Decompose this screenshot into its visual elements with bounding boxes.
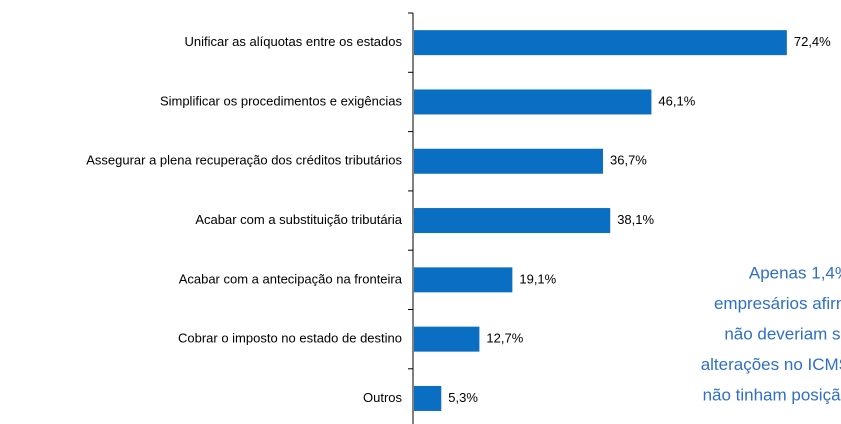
category-label: Acabar com a substituição tributária — [195, 212, 402, 227]
value-label: 12,7% — [486, 331, 523, 346]
value-label: 19,1% — [519, 271, 556, 286]
annotation-line: alterações no ICMS — [701, 355, 841, 374]
annotation-line: empresários afirm — [714, 294, 841, 313]
category-label: Acabar com a antecipação na fronteira — [179, 271, 403, 286]
annotation-line: Apenas 1,4% — [749, 263, 841, 282]
bar — [414, 326, 480, 352]
value-label: 72,4% — [794, 34, 831, 49]
category-label: Cobrar o imposto no estado de destino — [178, 331, 402, 346]
bar — [414, 208, 611, 234]
value-label: 36,7% — [610, 153, 647, 168]
annotation-line: não deveriam se — [724, 324, 841, 343]
value-label: 5,3% — [448, 390, 478, 405]
category-label: Outros — [363, 390, 403, 405]
bar — [414, 148, 604, 174]
bar — [414, 89, 652, 115]
value-label: 38,1% — [617, 212, 654, 227]
category-label: Simplificar os procedimentos e exigência… — [160, 93, 403, 108]
category-label: Assegurar a plena recuperação dos crédit… — [86, 153, 402, 168]
annotation-line: não tinham posição — [703, 385, 841, 404]
bar — [414, 385, 442, 411]
bar — [414, 30, 787, 56]
bar — [414, 267, 513, 293]
category-label: Unificar as alíquotas entre os estados — [184, 34, 402, 49]
value-label: 46,1% — [658, 93, 695, 108]
